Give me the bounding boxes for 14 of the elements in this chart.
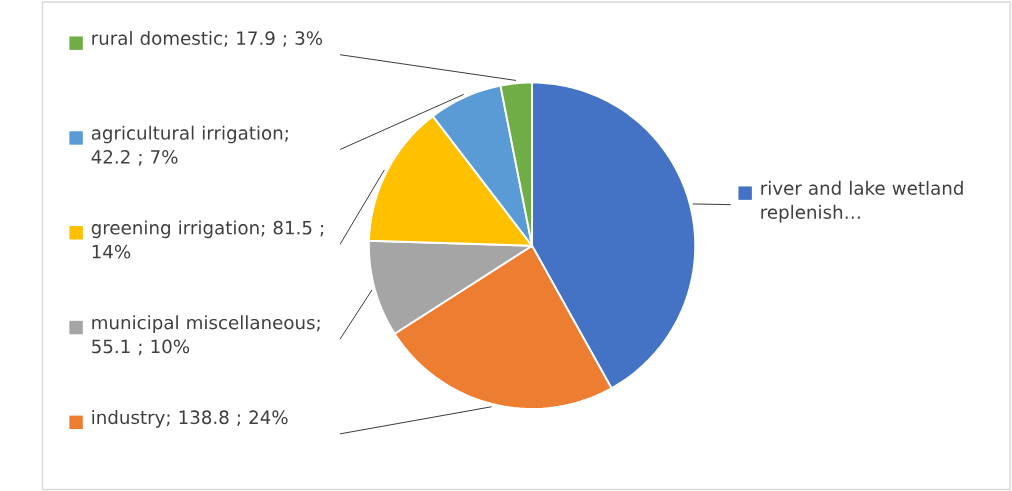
legend-label: industry — [92, 409, 165, 428]
text: 42.2 ; 7% — [91, 149, 178, 166]
text: ; 81.5 ; — [261, 220, 324, 237]
text: 55.1 ; 10% — [92, 339, 190, 356]
legend-label: rural domestic — [92, 30, 222, 45]
text: 14% — [92, 244, 131, 259]
legend-label: municipal miscellaneous — [92, 315, 315, 333]
legend-label: river and lake wetland replenish… — [761, 180, 963, 223]
legend-label: greening irrigation — [91, 220, 259, 238]
legend-label: agricultural irrigation — [91, 125, 283, 144]
text: ; — [316, 319, 320, 332]
text: ; — [285, 129, 288, 142]
data-label: ; 138.8 ; 24% — [166, 410, 288, 426]
data-label: ; 17.9 ; 3% — [224, 30, 323, 47]
